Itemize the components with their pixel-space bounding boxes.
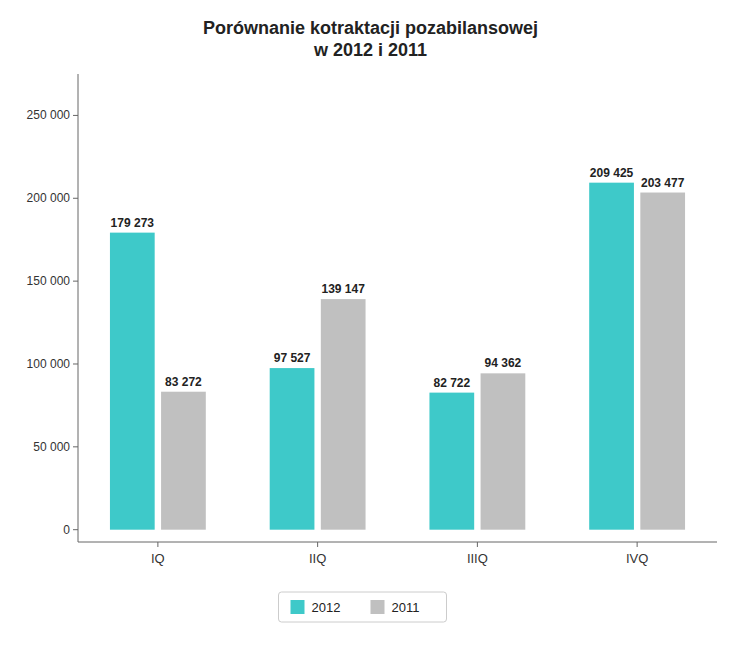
x-tick-label: IIIQ bbox=[467, 551, 488, 566]
data-label: 94 362 bbox=[485, 356, 522, 370]
y-axis: 0 50 000 100 000 150 000 200 000 250 000 bbox=[27, 108, 78, 536]
chart-title: Porównanie kotraktacji pozabilansowejw 2… bbox=[203, 18, 538, 60]
y-tick-label: 150 000 bbox=[27, 274, 71, 288]
y-tick bbox=[73, 281, 78, 282]
data-label: 179 273 bbox=[111, 216, 155, 230]
x-tick bbox=[317, 542, 318, 547]
data-label: 139 147 bbox=[321, 282, 365, 296]
x-tick-label: IVQ bbox=[626, 551, 648, 566]
bar bbox=[270, 368, 315, 530]
chart-container: Porównanie kotraktacji pozabilansowejw 2… bbox=[0, 0, 741, 652]
legend-swatch bbox=[371, 600, 385, 614]
y-tick bbox=[73, 529, 78, 530]
data-label: 203 477 bbox=[641, 176, 685, 190]
x-tick bbox=[157, 542, 158, 547]
x-tick-label: IIQ bbox=[309, 551, 326, 566]
title-line: Porównanie kotraktacji pozabilansowej bbox=[203, 18, 538, 38]
y-tick bbox=[73, 446, 78, 447]
legend-label: 2011 bbox=[392, 600, 420, 615]
y-tick-label: 100 000 bbox=[27, 357, 71, 371]
data-label: 97 527 bbox=[274, 351, 311, 365]
bar bbox=[481, 373, 526, 529]
y-tick-label: 0 bbox=[63, 523, 70, 537]
y-tick bbox=[73, 363, 78, 364]
data-label: 209 425 bbox=[590, 166, 634, 180]
bar bbox=[161, 392, 206, 530]
title-line: w 2012 i 2011 bbox=[313, 40, 427, 60]
chart-svg: Porównanie kotraktacji pozabilansowejw 2… bbox=[0, 0, 741, 652]
page: {"chart_data": { "type": "bar", "title":… bbox=[0, 0, 741, 652]
x-axis: IQ IIQ IIIQ IVQ bbox=[151, 542, 648, 566]
bar bbox=[429, 393, 474, 530]
bar bbox=[640, 193, 685, 530]
data-label: 83 272 bbox=[165, 375, 202, 389]
data-labels: 179 273 97 527 82 722 209 425 83 272 139 147 9… bbox=[111, 166, 685, 390]
data-label: 82 722 bbox=[433, 376, 470, 390]
x-tick-label: IQ bbox=[151, 551, 165, 566]
legend: 2012 2011 bbox=[279, 592, 447, 622]
y-tick bbox=[73, 115, 78, 116]
bar bbox=[321, 299, 366, 530]
x-tick bbox=[477, 542, 478, 547]
y-tick-label: 50 000 bbox=[33, 440, 70, 454]
y-tick bbox=[73, 198, 78, 199]
bar bbox=[110, 233, 155, 530]
legend-frame bbox=[279, 592, 447, 622]
bars bbox=[110, 183, 685, 530]
y-tick-label: 200 000 bbox=[27, 191, 71, 205]
y-tick-label: 250 000 bbox=[27, 108, 71, 122]
bar bbox=[589, 183, 634, 530]
y-axis-line bbox=[78, 74, 79, 542]
legend-swatch bbox=[291, 600, 305, 614]
x-axis-line bbox=[78, 542, 717, 543]
legend-label: 2012 bbox=[312, 600, 341, 615]
x-tick bbox=[637, 542, 638, 547]
